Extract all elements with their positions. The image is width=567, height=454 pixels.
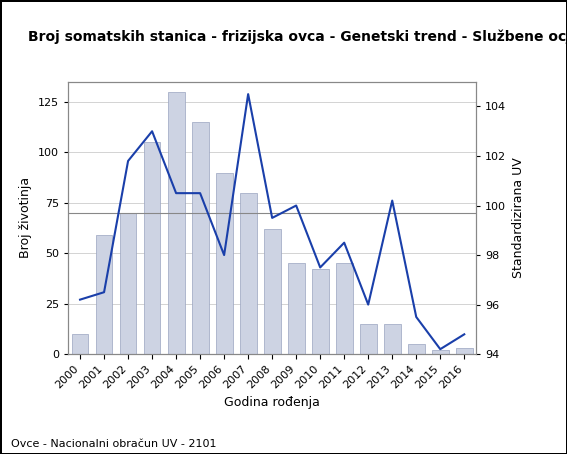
Bar	[456, 348, 473, 354]
Bar	[192, 122, 209, 354]
Bar	[71, 334, 88, 354]
Bar	[96, 235, 112, 354]
Bar	[240, 192, 256, 354]
Bar	[288, 263, 304, 354]
Y-axis label: Standardizirana UV: Standardizirana UV	[512, 158, 525, 278]
Bar	[168, 92, 184, 354]
Bar	[312, 269, 329, 354]
Y-axis label: Broj životinja: Broj životinja	[19, 178, 32, 258]
Text: Broj somatskih stanica - frizijska ovca - Genetski trend - Službene ocjene: Broj somatskih stanica - frizijska ovca …	[28, 30, 567, 44]
Bar	[408, 344, 425, 354]
Bar	[120, 213, 137, 354]
Bar	[384, 324, 401, 354]
Bar	[143, 142, 160, 354]
X-axis label: Godina rođenja: Godina rođenja	[224, 396, 320, 410]
Bar	[432, 350, 448, 354]
Bar	[336, 263, 353, 354]
Bar	[215, 173, 232, 354]
Text: Ovce - Nacionalni obračun UV - 2101: Ovce - Nacionalni obračun UV - 2101	[11, 439, 217, 449]
Bar	[264, 229, 281, 354]
Bar	[360, 324, 376, 354]
